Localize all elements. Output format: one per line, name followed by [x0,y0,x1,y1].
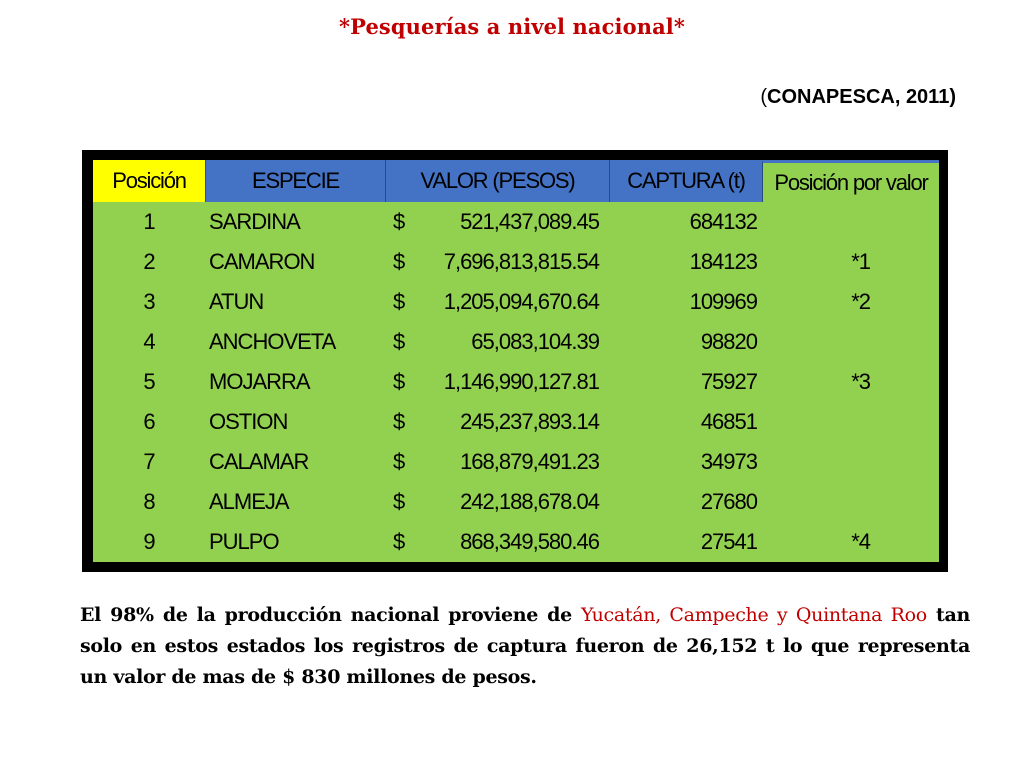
slide-title: *Pesquerías a nivel nacional* [339,14,685,39]
cell-currency: $ [393,289,405,314]
cell-especie: CAMARON [209,249,315,274]
cell-currency: $ [393,529,405,554]
summary-paragraph: El 98% de la producción nacional provien… [80,600,970,693]
cell-posicion: 7 [143,449,155,474]
table-row: 4 ANCHOVETA $ 65,083,104.39 98820 [93,322,939,362]
cell-posicion: 3 [143,289,155,314]
cell-captura: 109969 [689,289,758,314]
table-row: 5 MOJARRA $ 1,146,990,127.81 75927 *3 [93,362,939,402]
cell-valor: 65,083,104.39 [471,329,600,354]
cell-valor: 868,349,580.46 [460,529,600,554]
cell-captura: 684132 [689,209,758,234]
cell-posicion-valor [762,482,870,522]
cell-posicion: 9 [143,529,155,554]
cell-valor: 1,146,990,127.81 [443,369,600,394]
summary-text-end: tan solo en estos estados los registros … [80,604,970,688]
cell-posicion: 1 [143,209,155,234]
fisheries-table: Posición ESPECIE VALOR (PESOS) CAPTURA (… [93,160,939,562]
cell-posicion-valor: *3 [851,369,871,394]
cell-posicion: 5 [143,369,155,394]
source-citation: (CONAPESCA, 2011) [760,86,956,109]
cell-posicion-valor: *1 [851,249,871,274]
cell-posicion-valor [762,442,870,482]
cell-posicion-valor [762,322,870,362]
cell-posicion: 8 [143,489,155,514]
cell-especie: SARDINA [209,209,301,234]
cell-currency: $ [393,209,405,234]
cell-captura: 34973 [700,449,758,474]
header-posicion-valor: Posición por valor [762,160,939,202]
cell-currency: $ [393,369,405,394]
cell-posicion-valor [762,402,870,442]
cell-posicion: 4 [143,329,155,354]
cell-currency: $ [393,489,405,514]
cell-captura: 75927 [700,369,758,394]
cell-captura: 184123 [689,249,758,274]
cell-captura: 27680 [700,489,758,514]
summary-text-start: El 98% de la producción nacional provien… [80,604,581,626]
cell-posicion: 2 [143,249,155,274]
cell-posicion-valor [762,202,870,242]
fisheries-table-frame: Posición ESPECIE VALOR (PESOS) CAPTURA (… [82,150,948,572]
cell-posicion-valor: *4 [851,529,871,554]
header-posicion: Posición [93,160,205,202]
cell-especie: MOJARRA [209,369,311,394]
table-row: 9 PULPO $ 868,349,580.46 27541 *4 [93,522,939,562]
cell-especie: OSTION [209,409,288,434]
cell-valor: 7,696,813,815.54 [443,249,600,274]
table-row: 1 SARDINA $ 521,437,089.45 684132 [93,202,939,242]
source-text: CONAPESCA, 2011) [767,86,956,108]
cell-currency: $ [393,409,405,434]
header-valor: VALOR (PESOS) [385,160,609,202]
cell-posicion-valor: *2 [851,289,871,314]
cell-valor: 245,237,893.14 [460,409,600,434]
header-especie: ESPECIE [205,160,385,202]
cell-posicion: 6 [143,409,155,434]
table-row: 3 ATUN $ 1,205,094,670.64 109969 *2 [93,282,939,322]
cell-valor: 168,879,491.23 [460,449,600,474]
table-row: 8 ALMEJA $ 242,188,678.04 27680 [93,482,939,522]
cell-especie: ALMEJA [209,489,290,514]
summary-highlight-states: Yucatán, Campeche y Quintana Roo [581,604,927,626]
cell-valor: 521,437,089.45 [460,209,600,234]
cell-especie: ANCHOVETA [209,329,336,354]
cell-captura: 27541 [700,529,758,554]
cell-captura: 98820 [700,329,758,354]
cell-valor: 1,205,094,670.64 [443,289,600,314]
table-row: 2 CAMARON $ 7,696,813,815.54 184123 *1 [93,242,939,282]
cell-captura: 46851 [700,409,758,434]
header-captura: CAPTURA (t) [609,160,762,202]
table-row: 7 CALAMAR $ 168,879,491.23 34973 [93,442,939,482]
cell-valor: 242,188,678.04 [460,489,600,514]
cell-especie: PULPO [209,529,280,554]
source-open-paren: ( [760,86,768,108]
cell-currency: $ [393,449,405,474]
cell-especie: CALAMAR [209,449,309,474]
cell-currency: $ [393,249,405,274]
cell-especie: ATUN [209,289,264,314]
table-row: 6 OSTION $ 245,237,893.14 46851 [93,402,939,442]
cell-currency: $ [393,329,405,354]
